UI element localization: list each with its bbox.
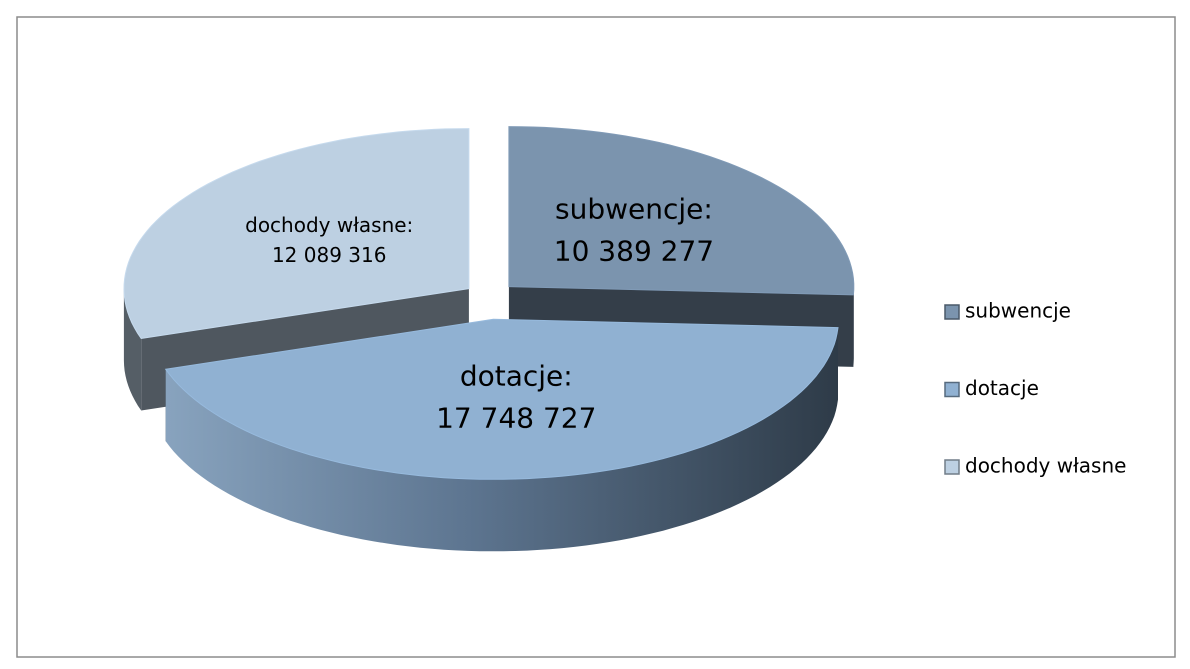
legend-label: dochody własne xyxy=(965,454,1126,478)
legend-label: subwencje xyxy=(965,299,1071,323)
slice-outer-wall xyxy=(853,286,854,367)
slice-top xyxy=(123,128,470,340)
data-label-value: 12 089 316 xyxy=(272,243,387,267)
slice-top xyxy=(508,126,855,296)
data-label-name: subwencje: xyxy=(555,192,713,225)
legend-swatch xyxy=(944,304,960,320)
legend-swatch xyxy=(944,459,960,475)
data-label-name: dotacje: xyxy=(460,360,573,393)
legend-swatch xyxy=(944,381,960,398)
slice-outer-wall xyxy=(165,327,838,552)
slice-top xyxy=(164,318,839,480)
legend-label: dotacje xyxy=(965,376,1039,400)
data-label-value: 10 389 277 xyxy=(554,234,714,267)
data-label-name: dochody własne: xyxy=(245,213,413,237)
slice-outer-wall xyxy=(123,288,142,411)
slice xyxy=(164,318,839,552)
data-label-value: 17 748 727 xyxy=(436,402,596,435)
